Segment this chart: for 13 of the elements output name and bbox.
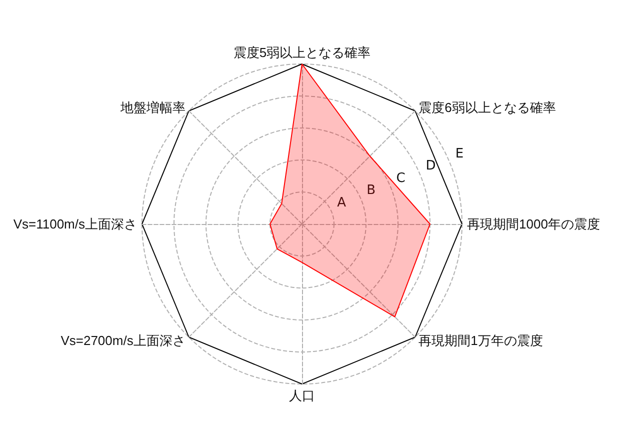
y-tick-label: B xyxy=(366,183,376,198)
y-tick-label: A xyxy=(337,195,346,210)
y-tick-label: D xyxy=(426,158,436,174)
spoke-label: 再現期間1000年の震度 xyxy=(467,216,600,232)
spoke-label: 地盤増幅率 xyxy=(119,100,186,115)
spoke-label: Vs=1100m/s上面深さ xyxy=(13,216,137,232)
y-tick-label: E xyxy=(455,146,464,162)
spoke-label: 人口 xyxy=(289,388,315,403)
spoke-label: 再現期間1万年の震度 xyxy=(418,333,543,348)
spoke-label: 震度5弱以上となる確率 xyxy=(233,45,371,60)
y-tick-label: C xyxy=(396,170,406,186)
spoke-label: Vs=2700m/s上面深さ xyxy=(60,333,186,348)
spoke-label: 震度6弱以上となる確率 xyxy=(418,100,556,115)
